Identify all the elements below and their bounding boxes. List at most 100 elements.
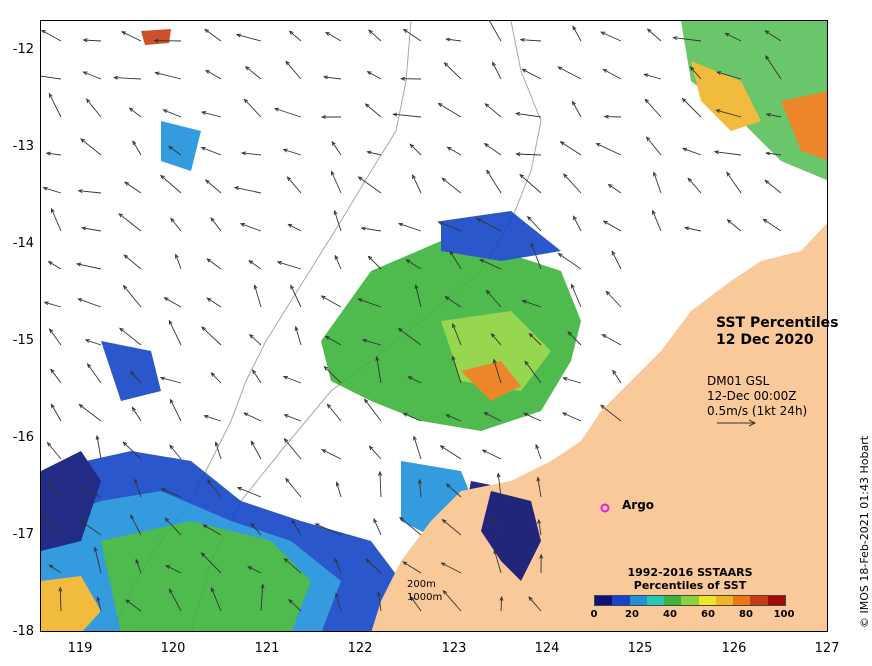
scale-arrow	[717, 419, 757, 427]
current-vector	[244, 412, 262, 422]
current-vector-head	[50, 368, 55, 374]
current-vector	[727, 219, 742, 232]
legend-swatch	[750, 596, 768, 605]
vector-model: DM01 GSL	[707, 374, 770, 388]
current-vector-head	[169, 444, 174, 450]
current-vector	[379, 471, 382, 498]
current-vector	[766, 113, 782, 118]
legend-swatch	[629, 596, 647, 605]
current-vector-head	[476, 218, 482, 223]
current-vector-head	[397, 327, 403, 333]
current-vector	[682, 98, 702, 118]
legend-tick: 60	[701, 609, 715, 620]
current-vector-head	[603, 114, 609, 119]
current-vector-head	[169, 398, 174, 404]
sst-map	[41, 21, 827, 631]
current-vector	[81, 489, 102, 498]
current-vector-head	[153, 38, 159, 43]
current-vector	[560, 141, 582, 156]
current-vector	[398, 328, 422, 346]
current-vector	[201, 552, 222, 574]
current-vector	[325, 32, 342, 42]
current-vector	[493, 359, 502, 384]
current-vector	[573, 216, 582, 232]
current-vector	[492, 62, 502, 80]
current-vector	[486, 170, 502, 194]
current-vector-head	[536, 476, 541, 482]
current-vector	[523, 412, 542, 422]
current-vector-head	[119, 327, 124, 333]
current-vector-head	[203, 414, 209, 419]
current-vector	[603, 220, 622, 232]
current-vector	[335, 593, 342, 612]
current-vector	[438, 103, 462, 118]
current-vector	[484, 143, 502, 156]
current-vector	[204, 415, 222, 422]
current-vector-head	[77, 298, 83, 302]
current-vector	[242, 152, 262, 156]
current-vector	[169, 399, 182, 422]
current-vector-head	[611, 250, 616, 256]
current-vector	[403, 413, 422, 422]
current-vector-head	[248, 260, 254, 265]
title-line-2: 12 Dec 2020	[716, 332, 814, 348]
current-vector	[336, 482, 342, 498]
current-vector-head	[535, 443, 540, 449]
current-vector-head	[484, 103, 490, 108]
current-vector-head	[523, 412, 529, 417]
current-vector-head	[724, 32, 730, 37]
legend-title: 1992-2016 SSTAARS Percentiles of SST	[586, 566, 794, 592]
current-vector	[331, 171, 342, 194]
current-vector	[123, 254, 142, 270]
current-vector-head	[521, 299, 527, 304]
y-tick-label: -18	[12, 624, 34, 639]
current-vector	[50, 369, 62, 384]
current-vector-head	[528, 332, 534, 338]
current-vector-head	[335, 481, 340, 487]
current-vector-head	[653, 171, 657, 177]
current-vector-head	[320, 114, 326, 119]
current-vector	[364, 399, 382, 422]
current-vector	[129, 107, 142, 118]
current-vector-head	[765, 112, 771, 117]
current-vector	[571, 284, 582, 308]
current-vector-head	[644, 98, 649, 104]
current-vector	[237, 487, 262, 498]
current-vector	[358, 298, 382, 308]
current-vector-head	[168, 145, 174, 151]
current-vector	[160, 377, 182, 384]
current-vector	[248, 260, 262, 270]
current-vector-head	[528, 596, 533, 602]
current-vector-head	[493, 549, 498, 555]
current-vector-head	[483, 143, 489, 148]
current-vector	[520, 39, 542, 42]
current-vector-head	[417, 478, 422, 484]
y-tick-label: -17	[12, 527, 34, 542]
depth-label-1000m: 1000m	[407, 592, 443, 603]
current-vector-head	[366, 150, 372, 155]
current-vector	[164, 297, 182, 308]
current-vector-head	[439, 445, 445, 450]
legend-swatch	[698, 596, 716, 605]
current-vector-head	[122, 441, 128, 447]
current-vector	[203, 524, 222, 536]
current-vector-head	[154, 71, 160, 76]
current-vector-head	[206, 479, 212, 485]
current-vector	[412, 174, 422, 194]
current-vector	[59, 587, 62, 612]
current-vector	[452, 356, 462, 384]
current-vector-head	[47, 260, 53, 266]
current-vector	[165, 565, 182, 574]
x-tick-label: 123	[441, 641, 467, 656]
current-vector	[365, 558, 382, 574]
depth-label-200m: 200m	[407, 579, 436, 590]
current-vector-head	[376, 591, 381, 597]
current-vector-head	[479, 259, 485, 263]
current-vector-head	[363, 398, 369, 404]
current-vector	[46, 152, 62, 156]
current-vector	[446, 414, 462, 422]
current-vector-head	[392, 112, 398, 117]
current-vector	[717, 71, 742, 80]
current-vector-head	[46, 441, 52, 447]
current-vector-head	[440, 562, 446, 567]
